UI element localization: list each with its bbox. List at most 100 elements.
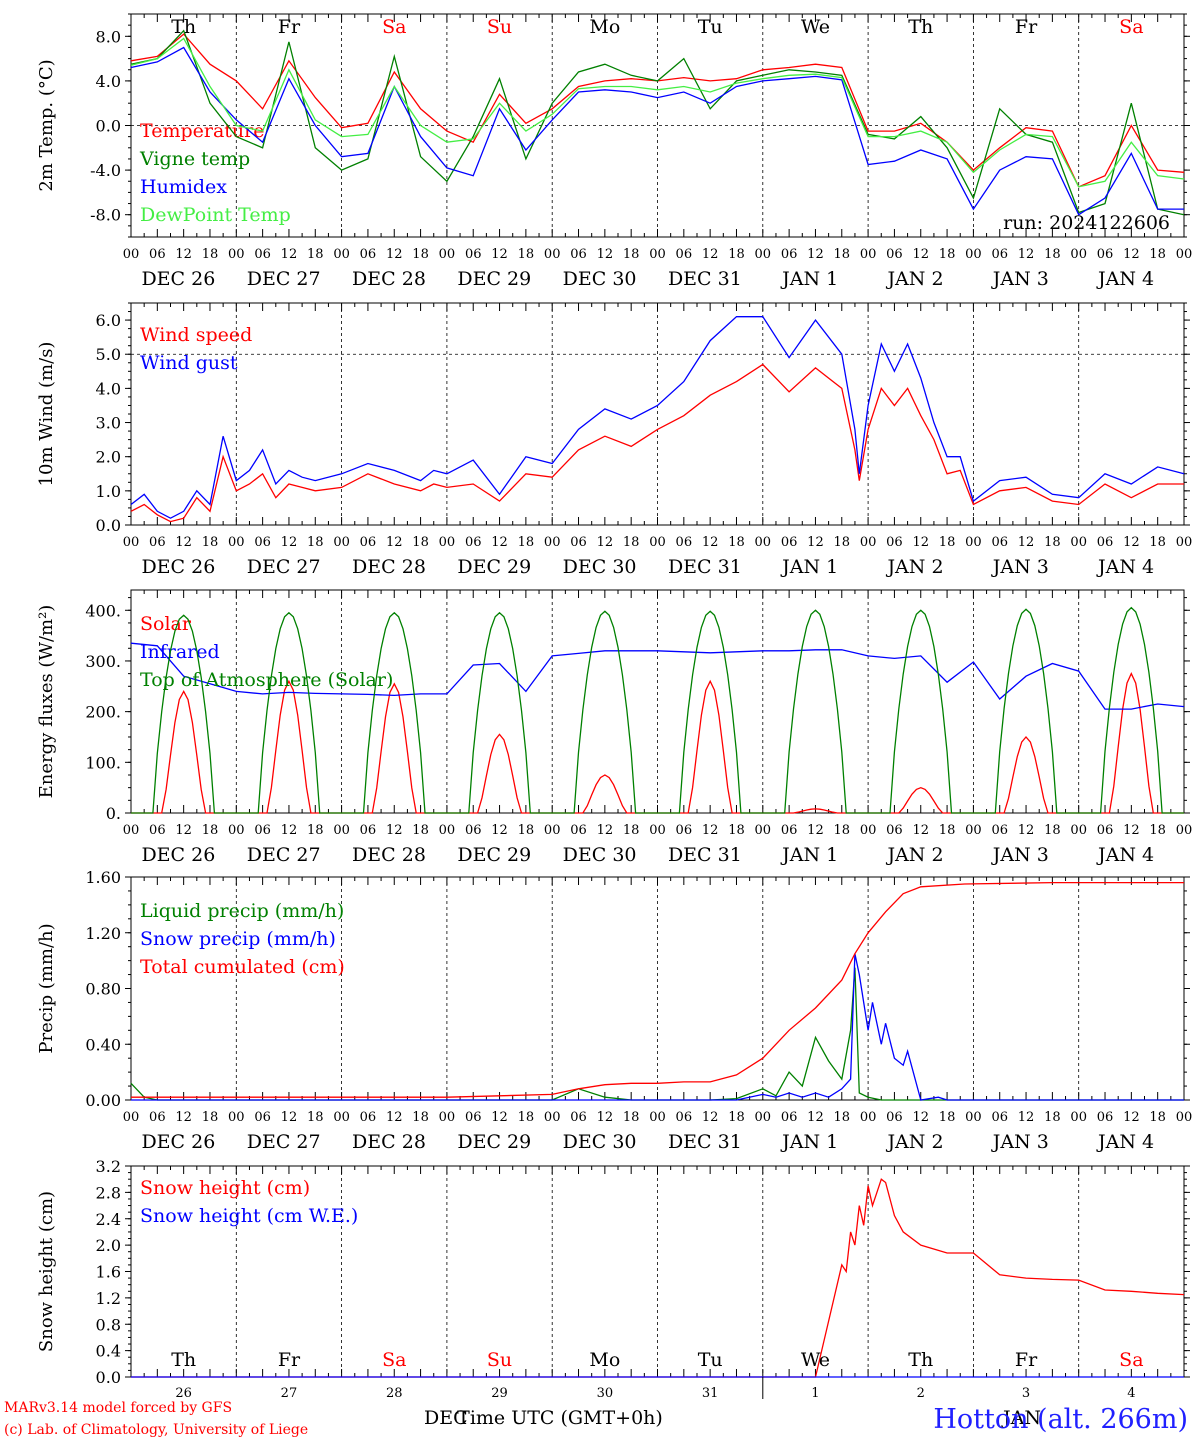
hour-label: 12 (175, 247, 192, 262)
legend-entry: Vigne temp (139, 148, 250, 170)
hour-label: 12 (281, 247, 298, 262)
hour-label: 18 (1149, 535, 1166, 550)
hour-label: 00 (544, 535, 561, 550)
hour-label: 12 (912, 535, 929, 550)
day-name: Sa (1119, 16, 1143, 38)
hour-label: 06 (886, 247, 903, 262)
day-name: Mo (589, 1349, 620, 1371)
date-label: JAN 3 (991, 1131, 1049, 1153)
legend-entry: Infrared (140, 641, 220, 663)
day-name: Fr (278, 1349, 301, 1371)
hour-label: 06 (991, 247, 1008, 262)
series-line-wind-gust (130, 316, 1185, 519)
hour-label: 06 (781, 247, 798, 262)
hour-label: 00 (228, 1110, 245, 1125)
hour-label: 06 (1097, 823, 1114, 838)
lab-credit: (c) Lab. of Climatology, University of L… (4, 1422, 308, 1438)
hour-label: 18 (834, 247, 851, 262)
hour-label: 12 (1123, 1110, 1140, 1125)
hour-label: 06 (360, 247, 377, 262)
legend-entry: Top of Atmosphere (Solar) (140, 669, 393, 691)
y-tick-label: 200. (85, 703, 121, 722)
hour-label: 12 (386, 535, 403, 550)
hour-label: 06 (465, 535, 482, 550)
hour-label: 00 (544, 1110, 561, 1125)
hour-label: 18 (728, 1110, 745, 1125)
hour-label: 00 (649, 823, 666, 838)
y-tick-label: 2.8 (96, 1183, 121, 1202)
day-name: Tu (698, 1349, 723, 1371)
hour-label: 18 (412, 1110, 429, 1125)
hour-label: 00 (439, 535, 456, 550)
series-line-vigne-temp (130, 29, 1185, 216)
hour-label: 06 (676, 823, 693, 838)
hour-label: 12 (386, 1110, 403, 1125)
date-label: DEC 26 (141, 556, 215, 578)
month-label: JAN (1001, 1407, 1041, 1429)
y-tick-label: -8.0 (90, 206, 121, 225)
hour-label: 00 (123, 247, 140, 262)
day-name: Fr (1015, 16, 1038, 38)
hour-label: 06 (254, 823, 271, 838)
hour-label: 00 (1176, 1110, 1193, 1125)
date-number: 28 (386, 1386, 403, 1401)
series-line-liquid-precip-mm-h- (130, 967, 1184, 1101)
day-name: Sa (1119, 1349, 1143, 1371)
hour-label: 06 (465, 247, 482, 262)
hour-label: 12 (386, 247, 403, 262)
date-label: DEC 28 (352, 844, 426, 866)
y-tick-label: 2.0 (96, 448, 121, 467)
y-tick-label: 3.0 (96, 414, 121, 433)
hour-label: 00 (649, 247, 666, 262)
hour-label: 00 (965, 247, 982, 262)
hour-label: 12 (175, 1110, 192, 1125)
date-label: DEC 30 (563, 1131, 637, 1153)
day-name: Th (171, 16, 196, 38)
hour-label: 18 (412, 247, 429, 262)
hour-label: 00 (860, 823, 877, 838)
y-tick-label: 6.0 (96, 311, 121, 330)
hour-label: 06 (991, 823, 1008, 838)
y-tick-label: 8.0 (96, 27, 121, 46)
date-label: DEC 28 (352, 556, 426, 578)
hour-label: 12 (807, 247, 824, 262)
hour-label: 12 (1018, 247, 1035, 262)
date-label: DEC 31 (668, 268, 742, 290)
hour-label: 18 (412, 535, 429, 550)
hour-label: 06 (149, 823, 166, 838)
legend-entry: DewPoint Temp (140, 204, 291, 226)
hour-label: 18 (518, 823, 535, 838)
hour-label: 12 (807, 823, 824, 838)
date-label: DEC 29 (457, 844, 531, 866)
panel-5: 3.2 2.8 2.4 2.0 1.6 1.2 0.8 0.4 0.0 Snow height (… (36, 1157, 1190, 1429)
legend-entry: Wind speed (140, 324, 252, 346)
hour-label: 00 (965, 823, 982, 838)
series-line-wind-speed (130, 363, 1184, 523)
panel-1: 8.0 4.0 0.0 -4.0 -8.0 2m Temp. (°C) 00 06 12 18 00… (36, 13, 1192, 290)
hour-label: 06 (570, 823, 587, 838)
hour-label: 12 (702, 535, 719, 550)
hour-label: 06 (570, 535, 587, 550)
hour-label: 06 (886, 1110, 903, 1125)
hour-label: 06 (781, 535, 798, 550)
y-tick-label: 1.6 (96, 1263, 121, 1282)
y-tick-label: 1.60 (85, 868, 121, 887)
hour-label: 12 (807, 535, 824, 550)
date-number: 31 (702, 1386, 719, 1401)
day-name: Fr (1015, 1349, 1038, 1371)
hour-label: 06 (781, 1110, 798, 1125)
hour-label: 12 (175, 823, 192, 838)
date-number: 2 (917, 1386, 925, 1401)
x-axis-label: Time UTC (GMT+0h) (457, 1407, 663, 1429)
hour-label: 00 (123, 1110, 140, 1125)
y-tick-label: 3.2 (96, 1157, 121, 1176)
hour-label: 00 (439, 823, 456, 838)
legend-entry: Snow height (cm W.E.) (140, 1205, 358, 1227)
hour-label: 18 (834, 535, 851, 550)
hour-label: 00 (755, 823, 772, 838)
series-line-snow-precip-mm-h- (131, 953, 1184, 1101)
hour-label: 18 (307, 1110, 324, 1125)
date-label: DEC 31 (668, 844, 742, 866)
y-axis-label: 2m Temp. (°C) (36, 59, 57, 191)
